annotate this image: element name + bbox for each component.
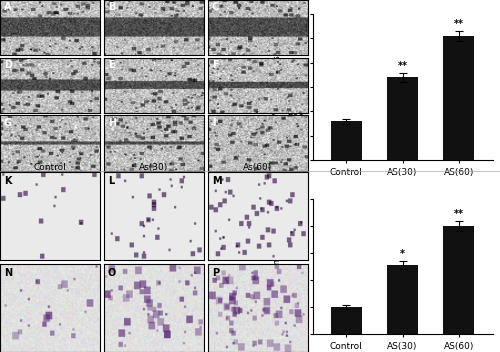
- Text: Q: Q: [262, 192, 272, 202]
- Bar: [444, 226, 474, 334]
- Text: **: **: [454, 19, 464, 29]
- Text: A: A: [4, 2, 12, 12]
- Text: **: **: [454, 209, 464, 219]
- Text: L: L: [108, 176, 114, 186]
- Text: F: F: [212, 60, 218, 70]
- Text: *: *: [400, 249, 405, 259]
- Bar: [331, 121, 362, 160]
- Text: H: H: [108, 118, 116, 127]
- Bar: [387, 265, 418, 334]
- Bar: [331, 307, 362, 334]
- Y-axis label: HT-29: HT-29: [0, 205, 2, 228]
- Text: P: P: [212, 268, 219, 277]
- Bar: [387, 77, 418, 160]
- Text: B: B: [108, 2, 115, 12]
- Text: J: J: [262, 7, 266, 17]
- Text: O: O: [108, 268, 116, 277]
- Bar: [444, 36, 474, 160]
- Text: E: E: [108, 60, 114, 70]
- Y-axis label: Migrated cells: Migrated cells: [273, 55, 282, 119]
- Text: D: D: [4, 60, 12, 70]
- Text: **: **: [398, 61, 407, 71]
- Text: N: N: [4, 268, 12, 277]
- Text: K: K: [4, 176, 12, 186]
- Text: G: G: [4, 118, 12, 127]
- Title: Control: Control: [34, 163, 66, 172]
- Text: M: M: [212, 176, 222, 186]
- Y-axis label: HT-29: HT-29: [0, 296, 2, 320]
- Text: I: I: [212, 118, 215, 127]
- Text: C: C: [212, 2, 219, 12]
- Title: As(30): As(30): [139, 163, 168, 172]
- Title: As(60): As(60): [243, 163, 272, 172]
- Y-axis label: Cell Numbers: Cell Numbers: [273, 236, 282, 297]
